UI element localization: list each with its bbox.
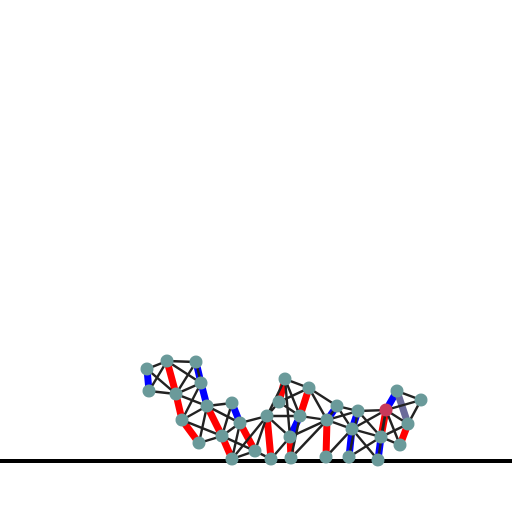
node <box>342 450 356 464</box>
node <box>284 451 298 465</box>
node <box>320 413 334 427</box>
node-layer <box>140 354 428 467</box>
node <box>248 444 262 458</box>
node <box>401 417 415 431</box>
node <box>194 376 208 390</box>
active-node <box>379 403 393 417</box>
node <box>233 416 247 430</box>
node <box>142 384 156 398</box>
node <box>192 436 206 450</box>
node <box>175 413 189 427</box>
beam-spring <box>350 427 380 462</box>
beam-spring <box>283 377 292 439</box>
node <box>264 452 278 466</box>
node <box>225 396 239 410</box>
node <box>225 452 239 466</box>
node <box>319 450 333 464</box>
beam-spring <box>165 359 203 385</box>
node <box>371 453 385 467</box>
node <box>330 399 344 413</box>
node <box>283 430 297 444</box>
beam-spring <box>288 418 329 439</box>
muscle-spring <box>263 412 275 463</box>
node <box>293 409 307 423</box>
beam-spring <box>283 377 302 418</box>
node <box>140 362 154 376</box>
node <box>351 404 365 418</box>
node <box>374 430 388 444</box>
node <box>260 409 274 423</box>
node <box>390 384 404 398</box>
beam-spring <box>289 418 329 460</box>
node <box>160 354 174 368</box>
node <box>169 387 183 401</box>
node <box>278 372 292 386</box>
node <box>302 381 316 395</box>
node <box>272 395 286 409</box>
node <box>345 422 359 436</box>
node <box>215 429 229 443</box>
node <box>393 438 407 452</box>
node <box>414 393 428 407</box>
beam-spring <box>180 381 203 422</box>
beam-spring <box>230 414 269 461</box>
node <box>200 399 214 413</box>
node <box>189 355 203 369</box>
